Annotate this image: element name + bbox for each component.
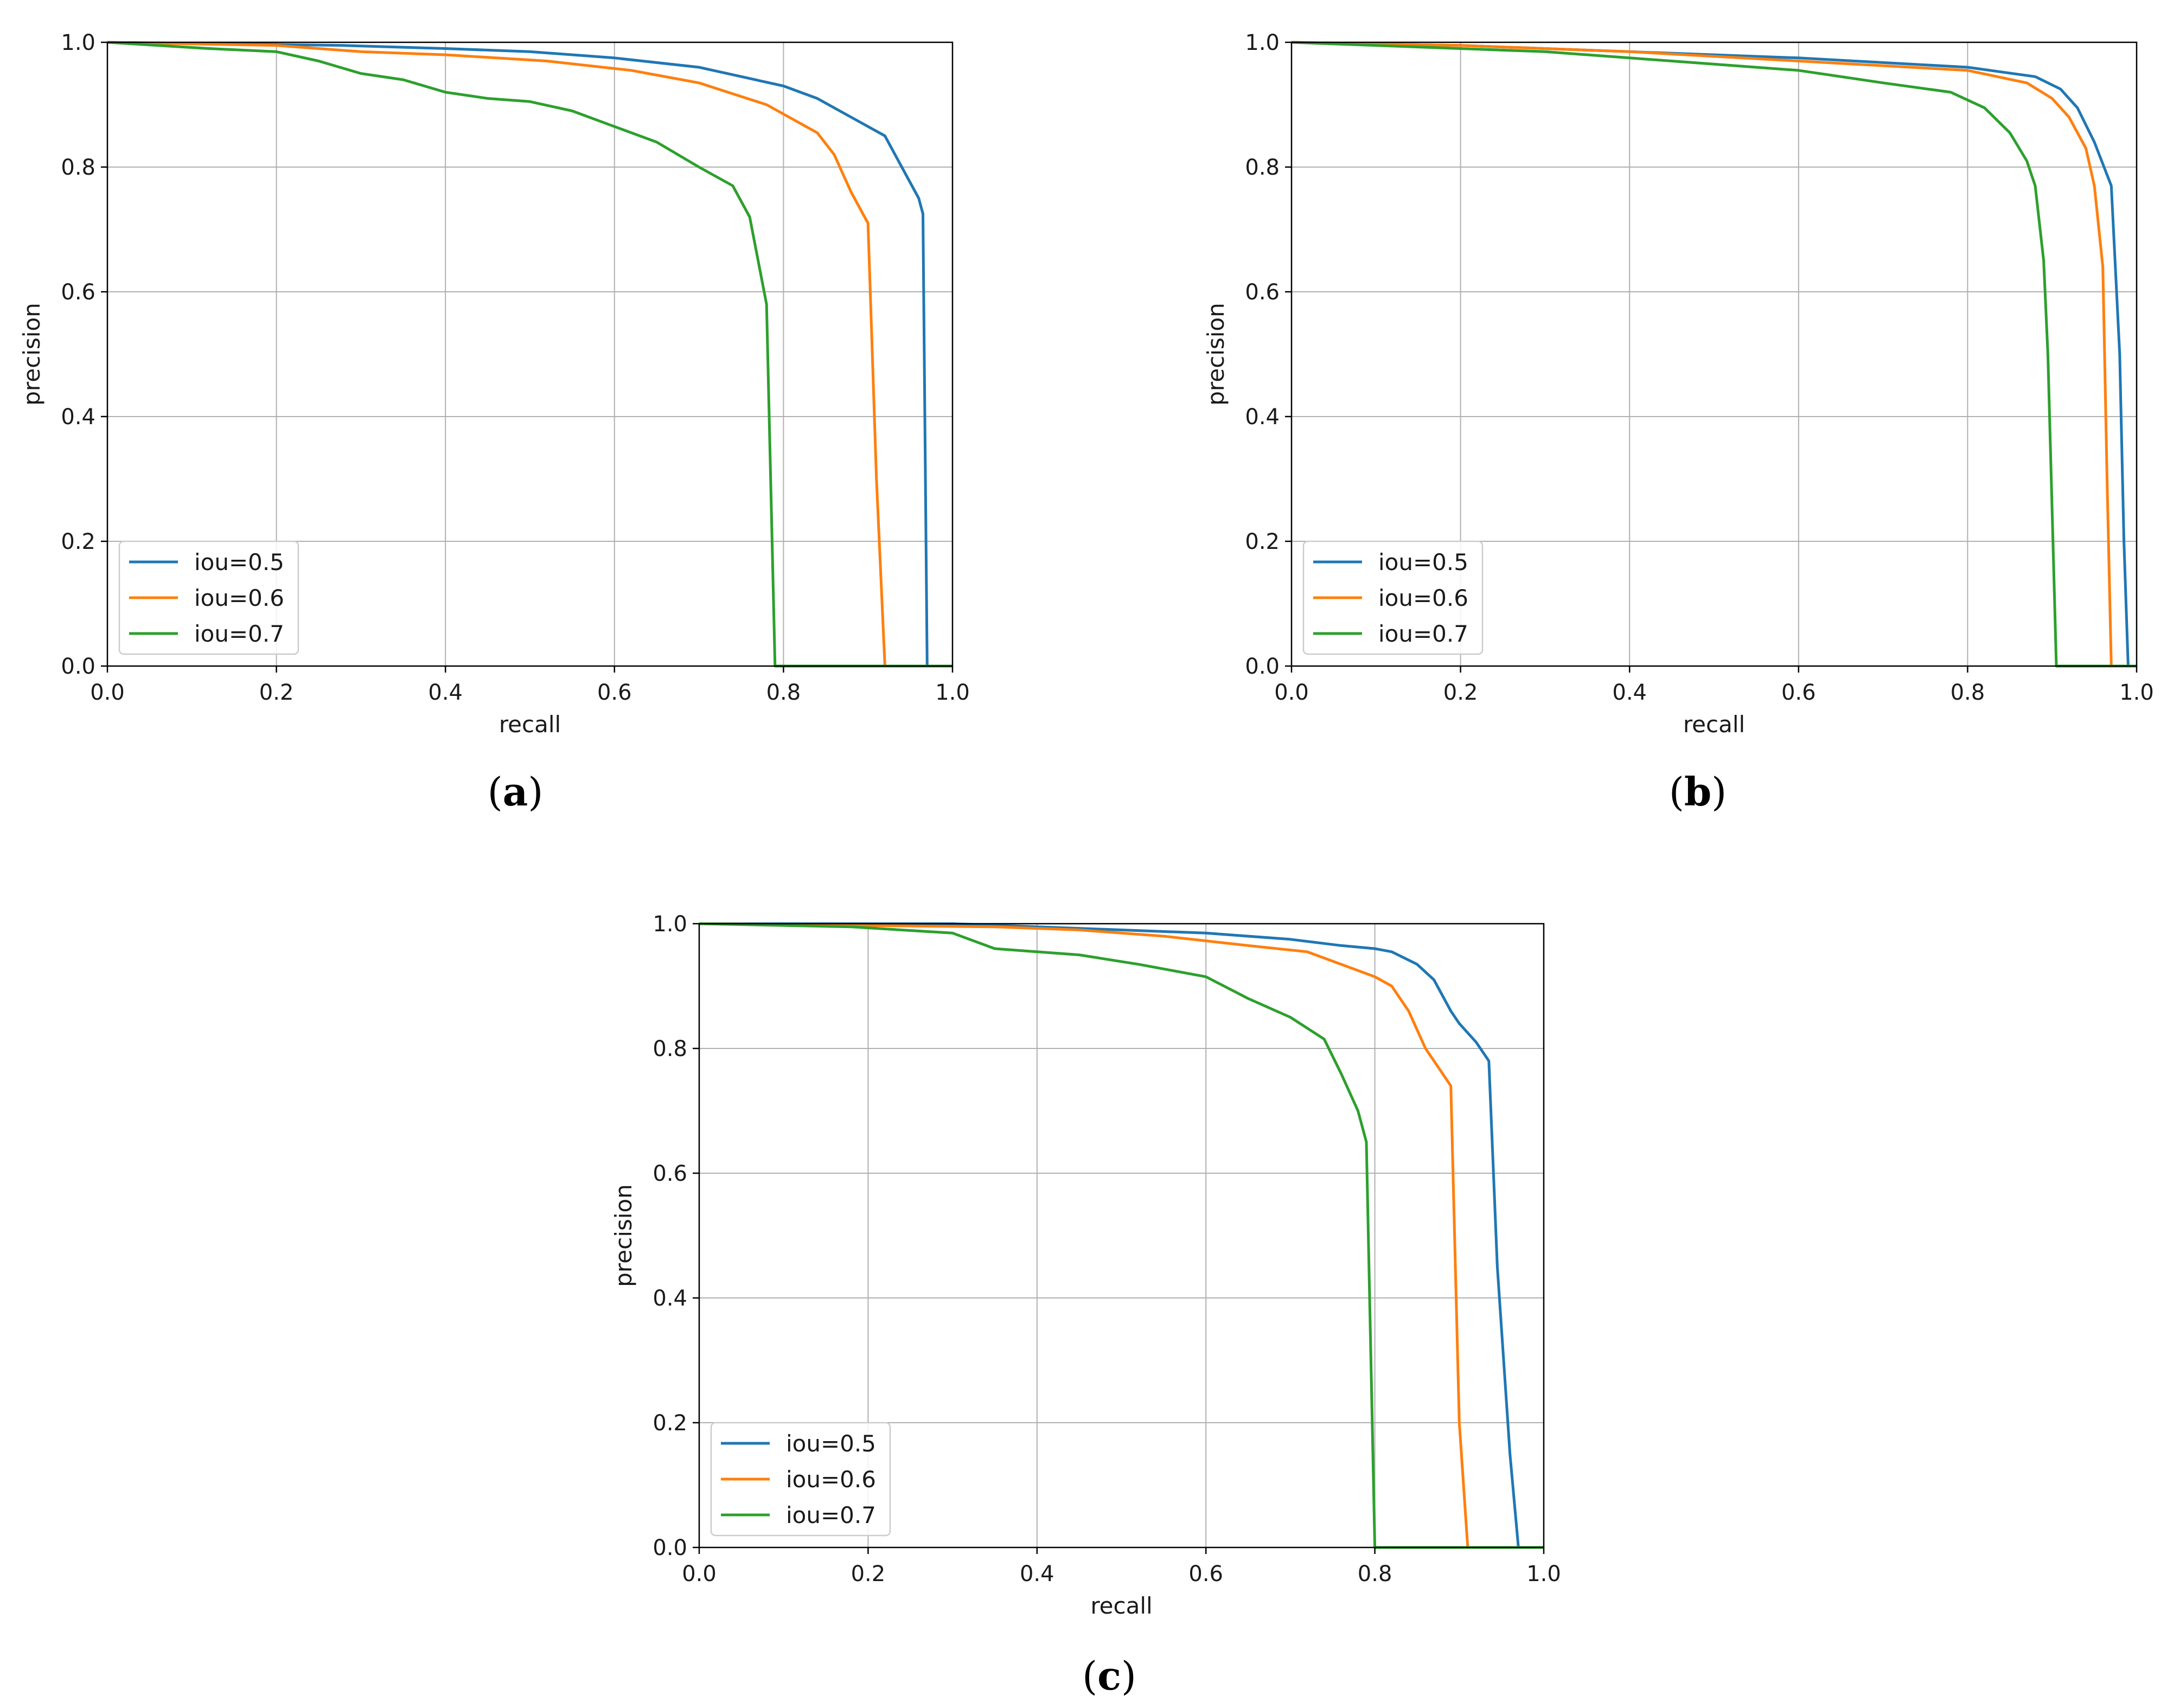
x-tick-label: 0.2: [1443, 680, 1478, 705]
y-tick-label: 1.0: [653, 912, 687, 937]
y-tick-label: 0.2: [653, 1411, 687, 1436]
panel-caption: (b): [1669, 769, 1727, 815]
x-axis-label: recall: [499, 711, 561, 738]
series-line-iou-0-6: [699, 922, 1544, 1549]
series-line-iou-0-7: [699, 922, 1544, 1549]
legend-label: iou=0.7: [194, 620, 284, 647]
x-tick-label: 1.0: [935, 680, 970, 705]
series-line-iou-0-7: [1291, 41, 2137, 668]
x-tick-label: 1.0: [2119, 680, 2154, 705]
caption-close: ): [528, 769, 543, 815]
y-tick-label: 0.6: [653, 1161, 687, 1186]
caption-letter: a: [503, 769, 528, 815]
y-tick-label: 0.4: [61, 405, 95, 430]
legend-label: iou=0.6: [1378, 585, 1468, 611]
legend-box: [710, 1422, 891, 1537]
legend: iou=0.5 iou=0.6 iou=0.7: [710, 1422, 891, 1537]
x-tick-label: 1.0: [1526, 1562, 1561, 1587]
legend: iou=0.5 iou=0.6 iou=0.7: [1302, 540, 1484, 655]
y-tick-label: 0.4: [1245, 405, 1280, 430]
legend-label: iou=0.5: [1378, 549, 1468, 575]
legend-label: iou=0.6: [194, 585, 284, 611]
plot-frame: [1290, 41, 2138, 667]
x-tick-label: 0.0: [90, 680, 125, 705]
x-axis-label: recall: [1090, 1592, 1152, 1619]
x-axis-label: recall: [1683, 711, 1745, 738]
y-tick-label: 0.2: [61, 529, 95, 554]
legend-label: iou=0.7: [786, 1502, 876, 1528]
x-tick-label: 0.6: [597, 680, 632, 705]
y-tick-label: 0.6: [1245, 280, 1280, 305]
caption-close: ): [1121, 1653, 1136, 1699]
legend-box: [118, 540, 299, 655]
y-tick-label: 0.0: [61, 654, 95, 679]
caption-open: (: [1669, 769, 1684, 815]
y-tick-label: 1.0: [1245, 30, 1280, 55]
y-axis-label: precision: [610, 1184, 637, 1287]
x-tick-label: 0.6: [1188, 1562, 1223, 1587]
y-tick-label: 0.0: [1245, 654, 1280, 679]
x-tick-label: 0.2: [851, 1562, 886, 1587]
panel-caption: (c): [1082, 1653, 1136, 1699]
caption-letter: c: [1097, 1653, 1121, 1699]
y-axis-label: precision: [1203, 303, 1229, 405]
y-tick-label: 0.8: [653, 1037, 687, 1061]
panel-a: 0.0 0.2 0.4 0.6 0.8 1.0 0.0 0.2 0.4 0.6 0.8 1.0 reca…: [18, 30, 970, 815]
series-line-iou-0-5: [107, 41, 953, 668]
x-tick-label: 0.8: [1951, 680, 1985, 705]
legend-label: iou=0.6: [786, 1466, 876, 1493]
y-tick-label: 0.8: [61, 155, 95, 180]
y-tick-label: 0.0: [653, 1536, 687, 1560]
caption-open: (: [1082, 1653, 1097, 1699]
plot-frame: [698, 923, 1545, 1549]
legend-label: iou=0.7: [1378, 620, 1468, 647]
x-tick-label: 0.6: [1781, 680, 1816, 705]
y-tick-label: 1.0: [61, 30, 95, 55]
panel-c: 0.0 0.2 0.4 0.6 0.8 1.0 0.0 0.2 0.4 0.6 0.8 1.0 reca…: [610, 912, 1561, 1699]
y-axis-label: precision: [18, 303, 45, 405]
legend: iou=0.5 iou=0.6 iou=0.7: [118, 540, 299, 655]
x-tick-label: 0.0: [682, 1562, 717, 1587]
legend-label: iou=0.5: [194, 549, 284, 575]
x-tick-label: 0.8: [1358, 1562, 1392, 1587]
caption-open: (: [488, 769, 503, 815]
y-tick-label: 0.4: [653, 1286, 687, 1311]
y-tick-label: 0.6: [61, 280, 95, 305]
x-tick-label: 0.4: [1020, 1562, 1054, 1587]
series-line-iou-0-6: [1291, 41, 2137, 668]
series-line-iou-0-6: [107, 41, 953, 668]
series-line-iou-0-5: [699, 922, 1544, 1549]
caption-close: ): [1711, 769, 1727, 815]
x-tick-label: 0.8: [766, 680, 801, 705]
y-tick-label: 0.2: [1245, 529, 1280, 554]
x-tick-label: 0.0: [1274, 680, 1309, 705]
plot-frame: [106, 41, 954, 667]
legend-box: [1302, 540, 1484, 655]
legend-label: iou=0.5: [786, 1430, 876, 1457]
x-tick-label: 0.4: [1612, 680, 1647, 705]
caption-letter: b: [1684, 769, 1711, 815]
x-tick-label: 0.2: [259, 680, 294, 705]
y-tick-label: 0.8: [1245, 155, 1280, 180]
panel-b: 0.0 0.2 0.4 0.6 0.8 1.0 0.0 0.2 0.4 0.6 0.8 1.0 reca…: [1203, 30, 2154, 815]
series-line-iou-0-7: [107, 41, 953, 668]
panel-caption: (a): [488, 769, 544, 815]
x-tick-label: 0.4: [428, 680, 463, 705]
